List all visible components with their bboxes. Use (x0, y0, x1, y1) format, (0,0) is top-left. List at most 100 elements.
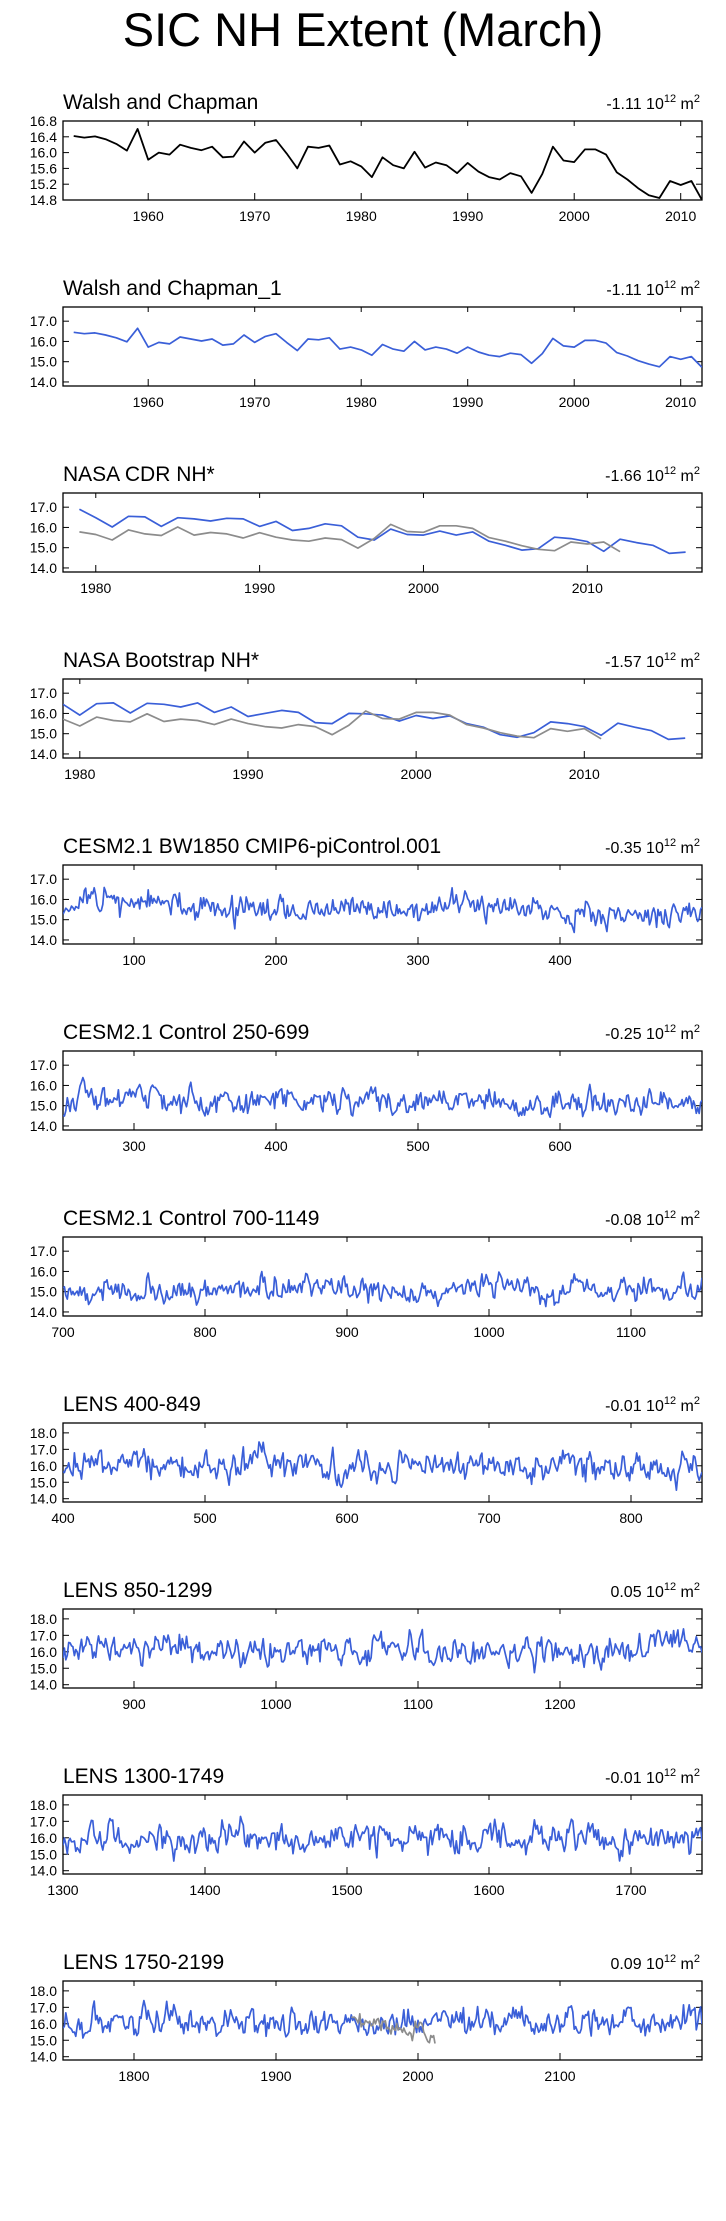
x-tick-label: 1900 (260, 2068, 291, 2084)
x-tick-label: 400 (264, 1138, 288, 1154)
x-tick-label: 400 (548, 952, 572, 968)
trend-label: -0.08 1012 m2 (605, 1209, 700, 1229)
y-tick-label: 18.0 (30, 1425, 57, 1441)
y-tick-label: 18.0 (30, 1611, 57, 1627)
trend-label: -1.11 1012 m2 (606, 93, 700, 113)
x-tick-label: 1700 (615, 1882, 646, 1898)
chart-panel-11: LENS 1750-2199 0.09 1012 m2 18.017.016.015… (30, 1951, 703, 2084)
y-tick-label: 14.8 (30, 192, 57, 208)
x-tick-label: 2000 (401, 766, 432, 782)
trend-label: -0.01 1012 m2 (605, 1395, 700, 1415)
x-tick-label: 500 (406, 1138, 430, 1154)
chart-panel-4: NASA Bootstrap NH* -1.57 1012 m2 17.0 16.0 1… (30, 649, 703, 782)
trend-label: -1.11 1012 m2 (606, 279, 700, 299)
plot-frame (62, 678, 703, 759)
chart-panel-6: CESM2.1 Control 250-699 -0.25 1012 m2 17.0… (30, 1021, 703, 1154)
trend-label: -1.57 1012 m2 (605, 651, 700, 671)
chart-panel-8: LENS 400-849 -0.01 1012 m2 18.017.016.015.… (30, 1393, 703, 1526)
panel-title: LENS 1300-1749 (63, 1765, 224, 1788)
trend-label: -0.01 1012 m2 (605, 1767, 700, 1787)
y-tick-label: 16.0 (30, 1077, 57, 1093)
y-tick-label: 17.0 (30, 1243, 57, 1259)
plot-frame (62, 1608, 703, 1689)
plot-frame (62, 1236, 703, 1317)
plot-frame (62, 492, 703, 573)
plot-frame (62, 864, 703, 945)
series-line-blue (63, 1999, 702, 2039)
y-tick-label: 14.0 (30, 1677, 57, 1693)
y-tick-label: 15.0 (30, 726, 57, 742)
y-tick-label: 14.0 (30, 1491, 57, 1507)
x-tick-label: 1200 (544, 1696, 575, 1712)
panel-title: LENS 400-849 (63, 1393, 201, 1416)
y-tick-label: 16.8 (30, 113, 57, 129)
chart-panel-2: Walsh and Chapman_1 -1.11 1012 m2 17.0 16.0… (30, 277, 703, 410)
x-tick-label: 2000 (559, 394, 590, 410)
panel-title: CESM2.1 Control 700-1149 (63, 1207, 319, 1230)
x-tick-label: 1100 (616, 1324, 646, 1340)
y-tick-label: 16.0 (30, 1263, 57, 1279)
x-tick-label: 2100 (544, 2068, 575, 2084)
y-tick-label: 17.0 (30, 1441, 57, 1457)
trend-label: -0.25 1012 m2 (605, 1023, 700, 1043)
y-tick-label: 15.0 (30, 1846, 57, 1862)
x-tick-label: 2000 (559, 208, 590, 224)
y-tick-label: 15.6 (30, 160, 57, 176)
x-tick-label: 800 (193, 1324, 217, 1340)
chart-panel-1: Walsh and Chapman -1.11 1012 m2 16.816.416… (30, 91, 703, 224)
trend-label: 0.05 1012 m2 (610, 1581, 700, 1601)
series-line-blue (63, 1815, 702, 1862)
chart-panel-7: CESM2.1 Control 700-1149 -0.08 1012 m2 17.… (30, 1207, 703, 1340)
plot-frame (62, 1050, 703, 1131)
y-tick-label: 16.4 (30, 129, 57, 145)
x-tick-label: 1600 (473, 1882, 504, 1898)
y-tick-label: 14.0 (30, 1863, 57, 1879)
y-tick-label: 14.0 (30, 1304, 57, 1320)
series-line-blue (63, 886, 702, 934)
panel-title: CESM2.1 Control 250-699 (63, 1021, 309, 1044)
series-line-blue (63, 1441, 702, 1492)
series-line-gray (63, 710, 602, 740)
x-tick-label: 1500 (331, 1882, 362, 1898)
x-tick-label: 2000 (408, 580, 439, 596)
x-tick-label: 900 (122, 1696, 146, 1712)
panel-title: NASA Bootstrap NH* (63, 649, 259, 672)
series-line-blue (63, 1628, 702, 1674)
y-tick-label: 17.0 (30, 685, 57, 701)
y-tick-label: 15.0 (30, 540, 57, 556)
y-tick-label: 18.0 (30, 1797, 57, 1813)
panel-title: CESM2.1 BW1850 CMIP6-piControl.001 (63, 835, 441, 858)
y-tick-label: 16.0 (30, 1458, 57, 1474)
x-tick-label: 300 (122, 1138, 146, 1154)
x-tick-label: 1990 (452, 208, 483, 224)
chart-panel-5: CESM2.1 BW1850 CMIP6-piControl.001 -0.35 … (30, 835, 703, 968)
y-tick-label: 15.0 (30, 354, 57, 370)
panel-title: LENS 850-1299 (63, 1579, 212, 1602)
x-tick-label: 1990 (232, 766, 263, 782)
panel-title: Walsh and Chapman (63, 91, 258, 114)
y-tick-label: 16.0 (30, 705, 57, 721)
y-tick-label: 15.0 (30, 1474, 57, 1490)
trend-label: -0.35 1012 m2 (605, 837, 700, 857)
series-line-blue (79, 508, 686, 555)
trend-label: -1.66 1012 m2 (605, 465, 700, 485)
x-tick-label: 1100 (403, 1696, 433, 1712)
x-tick-label: 1980 (346, 208, 377, 224)
x-tick-label: 1970 (239, 394, 270, 410)
y-tick-label: 16.0 (30, 333, 57, 349)
x-tick-label: 1000 (473, 1324, 504, 1340)
x-tick-label: 900 (335, 1324, 359, 1340)
y-tick-label: 14.0 (30, 2049, 57, 2065)
y-tick-label: 17.0 (30, 499, 57, 515)
y-tick-label: 14.0 (30, 560, 57, 576)
y-tick-label: 15.0 (30, 912, 57, 928)
panel-title: Walsh and Chapman_1 (63, 277, 282, 300)
y-tick-label: 16.0 (30, 145, 57, 161)
plot-frame (62, 1794, 703, 1875)
x-tick-label: 800 (619, 1510, 643, 1526)
x-tick-label: 1960 (133, 394, 164, 410)
x-tick-label: 100 (122, 952, 146, 968)
x-tick-label: 2010 (665, 208, 696, 224)
chart-panel-9: LENS 850-1299 0.05 1012 m2 18.017.016.015.… (30, 1579, 703, 1712)
